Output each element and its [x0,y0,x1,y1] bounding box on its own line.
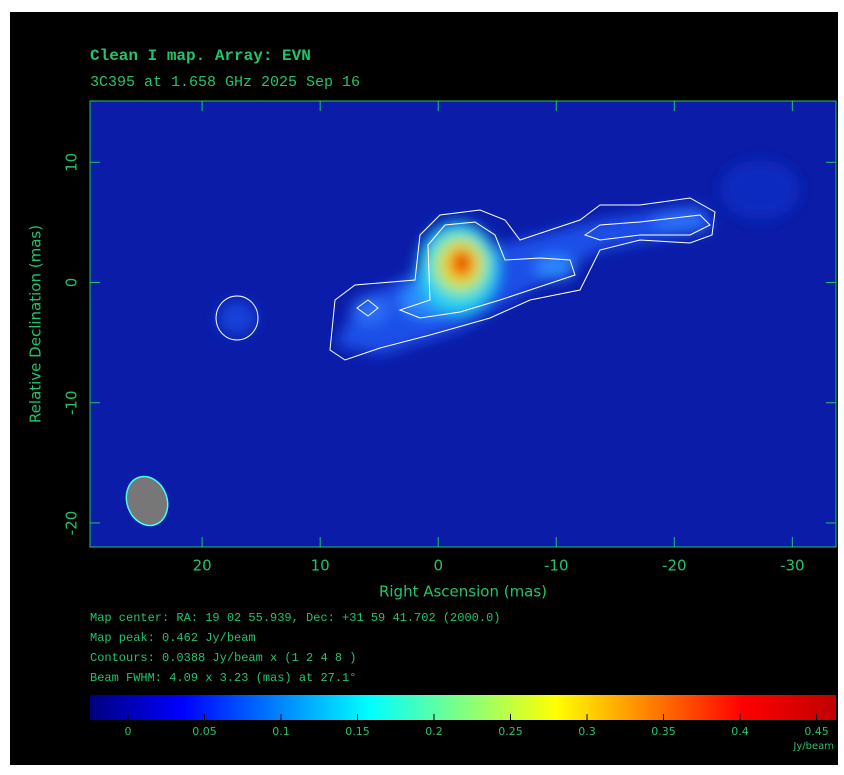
x-tick-label: -20 [662,557,687,575]
colorbar-tick-label: 0.1 [272,725,290,738]
x-tick-label: 10 [311,557,330,575]
y-axis-label: Relative Declination (mas) [27,225,45,423]
map-note: Map center: RA: 19 02 55.939, Dec: +31 5… [90,611,500,625]
chart-subtitle: 3C395 at 1.658 GHz 2025 Sep 16 [90,74,360,91]
chart-title: Clean I map. Array: EVN [90,47,311,65]
colorbar-tick-label: 0.2 [425,725,443,738]
y-tick-label: -20 [63,511,81,536]
chart: Clean I map. Array: EVN 3C395 at 1.658 G… [0,0,844,770]
page: Clean I map. Array: EVN 3C395 at 1.658 G… [0,0,844,775]
map-note: Beam FWHM: 4.09 x 3.23 (mas) at 27.1° [90,671,356,685]
x-tick-label: 20 [193,557,212,575]
colorbar-tick-label: 0.15 [345,725,370,738]
y-tick-label: 0 [63,278,81,288]
x-tick-label: -30 [780,557,805,575]
map-note: Contours: 0.0388 Jy/beam x (1 2 4 8 ) [90,651,356,665]
y-tick-label: -10 [63,390,81,415]
x-tick-label: -10 [544,557,569,575]
map-note: Map peak: 0.462 Jy/beam [90,631,256,645]
colorbar-tick-label: 0.3 [578,725,596,738]
x-tick-label: 0 [433,557,443,575]
colorbar-tick-label: 0.45 [804,725,829,738]
colorbar [90,695,836,720]
colorbar-label: Jy/beam [792,741,834,752]
colorbar-tick-label: 0.25 [498,725,523,738]
map [90,101,836,547]
colorbar-tick-label: 0 [124,725,131,738]
colorbar-tick-label: 0.35 [651,725,676,738]
colorbar-tick-label: 0.05 [192,725,217,738]
y-tick-label: 10 [63,153,81,172]
x-axis-label: Right Ascension (mas) [379,583,547,601]
colorbar-tick-label: 0.4 [731,725,749,738]
